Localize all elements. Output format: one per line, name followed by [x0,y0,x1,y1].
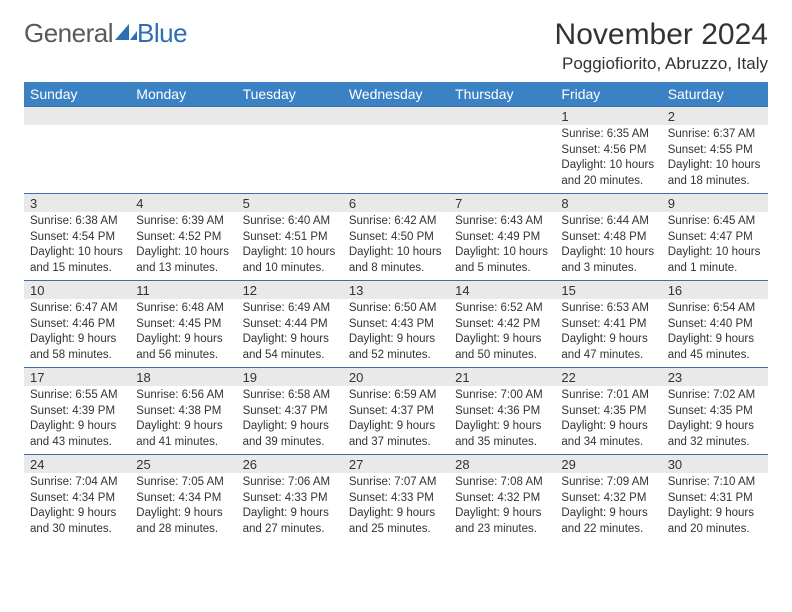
title-block: November 2024 Poggiofiorito, Abruzzo, It… [555,18,768,74]
day-number-cell [237,107,343,126]
day-number-cell: 16 [662,281,768,300]
day-content-cell: Sunrise: 6:58 AMSunset: 4:37 PMDaylight:… [237,386,343,455]
day-number-row: 10111213141516 [24,281,768,300]
day-number-cell: 14 [449,281,555,300]
calendar-page: General Blue November 2024 Poggiofiorito,… [0,0,792,553]
day-content-cell: Sunrise: 7:10 AMSunset: 4:31 PMDaylight:… [662,473,768,541]
day-content-cell: Sunrise: 7:09 AMSunset: 4:32 PMDaylight:… [555,473,661,541]
day-content-cell: Sunrise: 6:55 AMSunset: 4:39 PMDaylight:… [24,386,130,455]
day-content-cell: Sunrise: 7:08 AMSunset: 4:32 PMDaylight:… [449,473,555,541]
logo-text-2: Blue [137,18,187,49]
day-content-cell: Sunrise: 6:43 AMSunset: 4:49 PMDaylight:… [449,212,555,281]
day-content-cell: Sunrise: 7:06 AMSunset: 4:33 PMDaylight:… [237,473,343,541]
day-number-row: 3456789 [24,194,768,213]
weekday-header: Sunday [24,82,130,107]
day-number-cell: 19 [237,368,343,387]
day-number-cell: 22 [555,368,661,387]
day-content-cell: Sunrise: 6:39 AMSunset: 4:52 PMDaylight:… [130,212,236,281]
day-number-cell: 5 [237,194,343,213]
day-number-cell [24,107,130,126]
day-number-cell: 7 [449,194,555,213]
calendar-table: SundayMondayTuesdayWednesdayThursdayFrid… [24,82,768,541]
day-number-cell [343,107,449,126]
day-number-cell: 30 [662,455,768,474]
day-content-cell: Sunrise: 6:56 AMSunset: 4:38 PMDaylight:… [130,386,236,455]
day-number-cell: 8 [555,194,661,213]
day-number-cell: 13 [343,281,449,300]
day-content-cell: Sunrise: 6:40 AMSunset: 4:51 PMDaylight:… [237,212,343,281]
day-content-cell [449,125,555,194]
day-number-cell [130,107,236,126]
day-content-row: Sunrise: 7:04 AMSunset: 4:34 PMDaylight:… [24,473,768,541]
day-number-cell: 10 [24,281,130,300]
day-number-cell: 6 [343,194,449,213]
day-number-cell: 24 [24,455,130,474]
day-content-cell: Sunrise: 7:07 AMSunset: 4:33 PMDaylight:… [343,473,449,541]
weekday-header: Thursday [449,82,555,107]
weekday-header: Monday [130,82,236,107]
day-content-cell: Sunrise: 6:59 AMSunset: 4:37 PMDaylight:… [343,386,449,455]
day-number-cell: 2 [662,107,768,126]
day-number-row: 24252627282930 [24,455,768,474]
day-content-cell: Sunrise: 6:44 AMSunset: 4:48 PMDaylight:… [555,212,661,281]
day-content-cell: Sunrise: 6:37 AMSunset: 4:55 PMDaylight:… [662,125,768,194]
day-content-cell: Sunrise: 6:53 AMSunset: 4:41 PMDaylight:… [555,299,661,368]
day-number-cell: 25 [130,455,236,474]
day-number-cell: 26 [237,455,343,474]
day-content-row: Sunrise: 6:55 AMSunset: 4:39 PMDaylight:… [24,386,768,455]
day-number-cell: 12 [237,281,343,300]
day-content-cell [130,125,236,194]
day-number-cell: 11 [130,281,236,300]
logo-text-1: General [24,18,113,49]
day-content-cell: Sunrise: 6:38 AMSunset: 4:54 PMDaylight:… [24,212,130,281]
day-number-row: 17181920212223 [24,368,768,387]
day-content-cell: Sunrise: 7:04 AMSunset: 4:34 PMDaylight:… [24,473,130,541]
day-content-cell: Sunrise: 7:00 AMSunset: 4:36 PMDaylight:… [449,386,555,455]
day-number-cell: 15 [555,281,661,300]
weekday-header: Wednesday [343,82,449,107]
day-content-cell: Sunrise: 7:01 AMSunset: 4:35 PMDaylight:… [555,386,661,455]
day-number-cell: 17 [24,368,130,387]
day-number-cell [449,107,555,126]
day-number-cell: 9 [662,194,768,213]
day-content-cell: Sunrise: 6:42 AMSunset: 4:50 PMDaylight:… [343,212,449,281]
logo-sail-icon [115,18,137,49]
day-content-cell: Sunrise: 7:05 AMSunset: 4:34 PMDaylight:… [130,473,236,541]
day-content-cell [24,125,130,194]
day-number-row: 12 [24,107,768,126]
day-content-row: Sunrise: 6:35 AMSunset: 4:56 PMDaylight:… [24,125,768,194]
day-content-row: Sunrise: 6:47 AMSunset: 4:46 PMDaylight:… [24,299,768,368]
day-content-cell [343,125,449,194]
page-header: General Blue November 2024 Poggiofiorito,… [24,18,768,74]
day-number-cell: 1 [555,107,661,126]
day-content-cell: Sunrise: 6:49 AMSunset: 4:44 PMDaylight:… [237,299,343,368]
day-content-cell: Sunrise: 6:45 AMSunset: 4:47 PMDaylight:… [662,212,768,281]
day-content-cell: Sunrise: 6:35 AMSunset: 4:56 PMDaylight:… [555,125,661,194]
weekday-header: Friday [555,82,661,107]
weekday-header: Tuesday [237,82,343,107]
day-number-cell: 21 [449,368,555,387]
day-content-cell: Sunrise: 6:54 AMSunset: 4:40 PMDaylight:… [662,299,768,368]
day-number-cell: 23 [662,368,768,387]
brand-logo: General Blue [24,18,187,49]
day-content-cell: Sunrise: 7:02 AMSunset: 4:35 PMDaylight:… [662,386,768,455]
weekday-header-row: SundayMondayTuesdayWednesdayThursdayFrid… [24,82,768,107]
day-content-cell: Sunrise: 6:47 AMSunset: 4:46 PMDaylight:… [24,299,130,368]
day-number-cell: 29 [555,455,661,474]
day-number-cell: 28 [449,455,555,474]
day-content-cell: Sunrise: 6:52 AMSunset: 4:42 PMDaylight:… [449,299,555,368]
day-content-cell: Sunrise: 6:50 AMSunset: 4:43 PMDaylight:… [343,299,449,368]
month-title: November 2024 [555,18,768,52]
day-content-cell [237,125,343,194]
day-number-cell: 27 [343,455,449,474]
day-number-cell: 3 [24,194,130,213]
day-number-cell: 18 [130,368,236,387]
location-subtitle: Poggiofiorito, Abruzzo, Italy [555,54,768,74]
day-number-cell: 4 [130,194,236,213]
day-content-cell: Sunrise: 6:48 AMSunset: 4:45 PMDaylight:… [130,299,236,368]
day-number-cell: 20 [343,368,449,387]
weekday-header: Saturday [662,82,768,107]
day-content-row: Sunrise: 6:38 AMSunset: 4:54 PMDaylight:… [24,212,768,281]
